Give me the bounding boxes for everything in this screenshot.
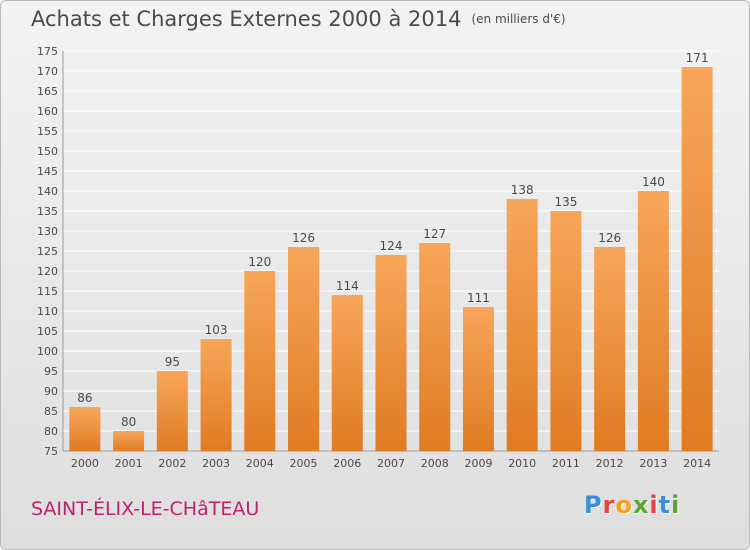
y-tick-label: 175 <box>37 45 58 58</box>
x-tick-label: 2004 <box>246 457 274 470</box>
data-label: 86 <box>77 391 92 405</box>
bar-2014 <box>681 67 713 451</box>
y-tick-label: 155 <box>37 125 58 138</box>
y-tick-label: 100 <box>37 345 58 358</box>
data-label: 171 <box>686 51 709 65</box>
bar-2003 <box>200 339 232 451</box>
y-tick-label: 80 <box>44 425 58 438</box>
x-tick-label: 2008 <box>421 457 449 470</box>
y-tick-label: 85 <box>44 405 58 418</box>
data-label: 114 <box>336 279 359 293</box>
bar-2002 <box>156 371 188 451</box>
x-tick-labels: 2000 2001 2002 2003 2004 2005 2006 2007 2008 2009… <box>71 457 711 470</box>
y-tick-label: 160 <box>37 105 58 118</box>
y-tick-label: 140 <box>37 185 58 198</box>
chart-title: Achats et Charges Externes 2000 à 2014 (e… <box>31 7 566 35</box>
y-tick-label: 125 <box>37 245 58 258</box>
x-tick-label: 2002 <box>158 457 186 470</box>
title-unit: (en milliers d'€) <box>471 12 566 26</box>
y-tick-label: 110 <box>37 305 58 318</box>
data-label: 95 <box>165 355 180 369</box>
y-tick-label: 75 <box>44 445 58 458</box>
x-tick-label: 2003 <box>202 457 230 470</box>
bar-series <box>69 67 713 451</box>
data-label: 126 <box>598 231 621 245</box>
commune-name: SAINT-ÉLIX-LE-CHâTEAU <box>31 498 260 520</box>
data-label: 124 <box>380 239 403 253</box>
x-tick-label: 2005 <box>290 457 318 470</box>
x-tick-label: 2006 <box>333 457 361 470</box>
x-tick-label: 2014 <box>683 457 711 470</box>
data-labels: 86 80 95 103 120 126 114 124 127 111 138 135 126 140 1… <box>77 51 708 429</box>
x-tick-label: 2011 <box>552 457 580 470</box>
logo-letter: x <box>632 491 650 519</box>
data-label: 103 <box>205 323 228 337</box>
y-tick-label: 170 <box>37 65 58 78</box>
bar-2008 <box>419 243 451 451</box>
bar-2009 <box>462 307 494 451</box>
x-tick-label: 2013 <box>639 457 667 470</box>
bar-2006 <box>331 295 363 451</box>
bar-2005 <box>288 247 320 451</box>
x-tick-label: 2010 <box>508 457 536 470</box>
data-label: 120 <box>248 255 271 269</box>
title-text: Achats et Charges Externes 2000 à 2014 <box>31 7 462 31</box>
y-tick-label: 150 <box>37 145 58 158</box>
data-label: 127 <box>423 227 446 241</box>
bar-2001 <box>113 431 145 451</box>
data-label: 140 <box>642 175 665 189</box>
y-tick-label: 145 <box>37 165 58 178</box>
x-tick-label: 2012 <box>596 457 624 470</box>
logo-letter: o <box>615 491 633 519</box>
data-label: 80 <box>121 415 136 429</box>
y-tick-label: 115 <box>37 285 58 298</box>
bar-2007 <box>375 255 407 451</box>
bar-2000 <box>69 407 101 451</box>
bar-2010 <box>506 199 538 451</box>
data-label: 138 <box>511 183 534 197</box>
data-label: 126 <box>292 231 315 245</box>
y-tick-label: 90 <box>44 385 58 398</box>
y-tick-label: 130 <box>37 225 58 238</box>
x-tick-label: 2001 <box>115 457 143 470</box>
x-tick-label: 2007 <box>377 457 405 470</box>
bar-2004 <box>244 271 276 451</box>
y-tick-label: 95 <box>44 365 58 378</box>
y-tick-label: 120 <box>37 265 58 278</box>
logo-letter: r <box>602 491 616 519</box>
y-tick-labels: 75 80 85 90 95 100 105 110 115 120 125 130 135 140 145… <box>37 45 58 458</box>
logo-letter: P <box>584 491 603 519</box>
x-tick-label: 2000 <box>71 457 99 470</box>
x-tick-label: 2009 <box>464 457 492 470</box>
y-tick-label: 135 <box>37 205 58 218</box>
data-label: 135 <box>554 195 577 209</box>
data-label: 111 <box>467 291 490 305</box>
logo-letter: i <box>649 491 659 519</box>
proxiti-logo: Proxiti <box>584 491 680 519</box>
bar-2011 <box>550 211 582 451</box>
bar-2012 <box>594 247 626 451</box>
y-tick-label: 105 <box>37 325 58 338</box>
logo-letter: t <box>658 491 672 519</box>
y-tick-label: 165 <box>37 85 58 98</box>
logo-letter: i <box>671 491 681 519</box>
bar-2013 <box>637 191 669 451</box>
